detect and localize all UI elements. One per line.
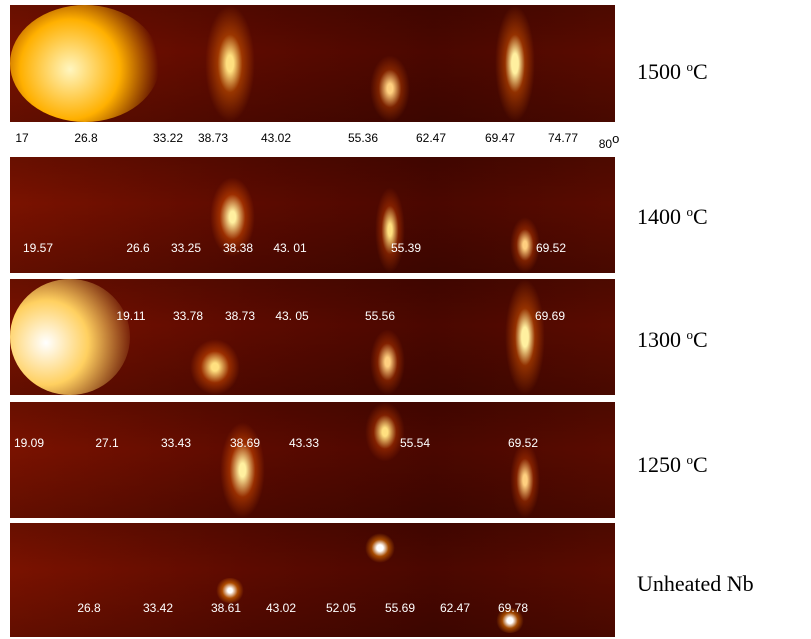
peak-label: 33.78 [173, 309, 203, 323]
temperature-unit: C [693, 59, 708, 84]
axis-label: 80o [599, 131, 620, 151]
peak-label: 55.69 [385, 601, 415, 615]
peak-label: 33.43 [161, 436, 191, 450]
temperature-value: 1300 [637, 327, 681, 352]
diffraction-spot [205, 5, 255, 122]
temperature-label: 1250 oC [637, 452, 708, 478]
temperature-value: 1400 [637, 204, 681, 229]
figure: 1500 oC19.5726.633.2538.3843. 0155.3969.… [0, 0, 811, 639]
peak-label: 55.39 [391, 241, 421, 255]
peak-label: 55.56 [365, 309, 395, 323]
diffraction-spot [375, 187, 405, 273]
diffraction-spot [365, 533, 395, 563]
temperature-value: 1500 [637, 59, 681, 84]
axis-label: 17 [15, 131, 28, 145]
axis-label: 62.47 [416, 131, 446, 145]
peak-label: 38.38 [223, 241, 253, 255]
peak-label: 38.61 [211, 601, 241, 615]
temperature-label: 1500 oC [637, 59, 708, 85]
diffraction-image [10, 402, 615, 518]
peak-label: 38.69 [230, 436, 260, 450]
peak-label: 26.8 [77, 601, 100, 615]
diffraction-image [10, 523, 615, 637]
diffraction-spot [190, 339, 240, 395]
diffraction-spot [365, 402, 405, 462]
axis-label: 38.73 [198, 131, 228, 145]
diffraction-spot [495, 5, 535, 122]
peak-label: 43.33 [289, 436, 319, 450]
temperature-value: 1250 [637, 452, 681, 477]
diffraction-image [10, 5, 615, 122]
peak-label: 27.1 [95, 436, 118, 450]
peak-label: 69.69 [535, 309, 565, 323]
peak-label: 62.47 [440, 601, 470, 615]
temperature-unit: C [693, 452, 708, 477]
diffraction-spot [10, 5, 160, 122]
peak-label: 52.05 [326, 601, 356, 615]
temperature-label: Unheated Nb [637, 571, 754, 597]
peak-label: 19.09 [14, 436, 44, 450]
peak-label: 43. 01 [273, 241, 306, 255]
axis-label: 55.36 [348, 131, 378, 145]
diffraction-spot [370, 55, 410, 122]
diffraction-spot [505, 279, 545, 395]
diffraction-image [10, 157, 615, 273]
diffraction-image [10, 279, 615, 395]
temperature-unit: C [693, 204, 708, 229]
peak-label: 69.78 [498, 601, 528, 615]
axis-label: 26.8 [74, 131, 97, 145]
label-text: Unheated Nb [637, 571, 754, 596]
peak-label: 38.73 [225, 309, 255, 323]
peak-label: 69.52 [508, 436, 538, 450]
axis-label: 33.22 [153, 131, 183, 145]
peak-label: 33.25 [171, 241, 201, 255]
diffraction-spot [510, 442, 540, 518]
temperature-unit: C [693, 327, 708, 352]
diffraction-spot [370, 329, 405, 395]
peak-label: 55.54 [400, 436, 430, 450]
axis-label: 43.02 [261, 131, 291, 145]
peak-label: 19.57 [23, 241, 53, 255]
peak-label: 26.6 [126, 241, 149, 255]
diffraction-spot [10, 279, 130, 395]
axis-label: 69.47 [485, 131, 515, 145]
peak-label: 19.11 [116, 309, 145, 323]
axis-unit: o [612, 131, 619, 146]
diffraction-spot [215, 578, 245, 603]
temperature-label: 1400 oC [637, 204, 708, 230]
peak-label: 69.52 [536, 241, 566, 255]
peak-label: 43. 05 [275, 309, 308, 323]
temperature-label: 1300 oC [637, 327, 708, 353]
peak-label: 43.02 [266, 601, 296, 615]
peak-label: 33.42 [143, 601, 173, 615]
axis-label: 74.77 [548, 131, 578, 145]
